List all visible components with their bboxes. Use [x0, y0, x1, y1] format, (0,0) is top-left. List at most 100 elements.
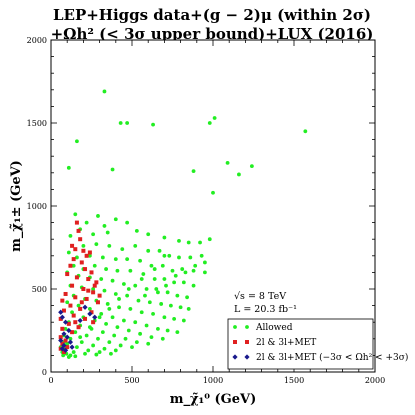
x-tick-label: 0	[48, 376, 53, 385]
allowed-point	[118, 343, 123, 348]
allowed-point	[146, 341, 151, 346]
chart-title-line1: LEP+Higgs data+(g − 2)μ (within 2σ)	[53, 6, 371, 24]
allowed-point	[193, 263, 198, 268]
allowed-point	[173, 273, 178, 278]
allowed-point	[125, 121, 130, 125]
allowed-point	[134, 229, 139, 233]
met-excluded-point	[70, 330, 75, 335]
met-excluded-point	[76, 325, 81, 330]
allowed-point	[73, 212, 78, 217]
met-excluded-point	[63, 338, 68, 343]
allowed-point	[71, 263, 76, 268]
allowed-point	[157, 248, 162, 253]
allowed-point	[237, 172, 241, 177]
legend-box	[227, 318, 374, 370]
allowed-point	[125, 220, 130, 225]
allowed-point	[136, 298, 141, 303]
allowed-point	[102, 288, 107, 293]
y-tick-label: 500	[32, 285, 47, 294]
allowed-point	[105, 302, 110, 306]
met-excluded-point	[71, 313, 76, 318]
allowed-point	[165, 328, 170, 333]
allowed-point	[151, 312, 155, 316]
met-excluded-point	[66, 321, 71, 326]
allowed-point	[104, 267, 108, 271]
met-excluded-point	[74, 220, 79, 225]
x-tick-label: 1500	[284, 376, 304, 385]
allowed-point	[102, 224, 107, 228]
allowed-point	[128, 268, 133, 273]
allowed-point	[186, 240, 191, 245]
allowed-point	[156, 290, 160, 295]
allowed-point	[75, 139, 79, 144]
allowed-point	[65, 300, 70, 305]
met-excluded-3sigma-point	[58, 309, 64, 315]
legend-marker	[233, 325, 237, 329]
allowed-point	[100, 330, 105, 335]
legend-marker	[233, 340, 237, 344]
allowed-point	[61, 353, 66, 358]
allowed-point	[68, 233, 73, 238]
allowed-point	[139, 310, 144, 315]
met-excluded-3sigma-point	[67, 339, 74, 345]
annotation-energy: √s = 8 TeV	[234, 291, 286, 302]
allowed-point	[102, 346, 107, 351]
allowed-point	[122, 282, 126, 286]
met-excluded-3sigma-point	[59, 314, 65, 320]
allowed-point	[183, 270, 188, 275]
allowed-point	[191, 169, 196, 174]
allowed-point	[165, 290, 170, 295]
met-excluded-3sigma-point	[61, 331, 67, 337]
allowed-point	[149, 335, 154, 340]
met-excluded-point	[60, 341, 65, 346]
allowed-point	[113, 292, 118, 296]
allowed-point	[92, 263, 97, 268]
allowed-point	[162, 315, 167, 320]
met-excluded-point	[89, 270, 94, 275]
met-excluded-point	[70, 283, 75, 288]
met-excluded-point	[58, 335, 63, 340]
met-excluded-3sigma-point	[64, 334, 70, 340]
allowed-point	[70, 310, 74, 315]
met-excluded-point	[61, 350, 66, 355]
y-tick-label: 1000	[27, 202, 47, 211]
allowed-point	[81, 243, 86, 248]
allowed-point	[91, 287, 96, 291]
allowed-point	[87, 253, 92, 258]
met-excluded-point	[63, 291, 68, 296]
met-excluded-point	[83, 316, 88, 321]
legend-label: Allowed	[255, 323, 293, 333]
allowed-point	[181, 280, 186, 285]
allowed-point	[97, 315, 102, 320]
allowed-point	[207, 121, 212, 125]
met-excluded-point	[58, 316, 63, 321]
x-axis-label: m_χ̃₁⁰ (GeV)	[170, 392, 256, 407]
allowed-point	[203, 260, 207, 265]
allowed-point	[87, 307, 92, 311]
allowed-point	[105, 230, 110, 235]
allowed-point	[94, 352, 99, 357]
allowed-point	[66, 250, 71, 255]
met-excluded-point	[79, 300, 84, 305]
allowed-point	[172, 280, 177, 285]
met-excluded-point	[89, 310, 94, 315]
allowed-point	[110, 167, 115, 172]
allowed-point	[73, 354, 78, 359]
allowed-point	[168, 303, 173, 308]
allowed-point	[149, 263, 154, 268]
allowed-point	[99, 312, 104, 316]
allowed-point	[159, 302, 164, 306]
allowed-point	[175, 330, 180, 335]
allowed-point	[66, 165, 71, 170]
allowed-point	[134, 340, 139, 345]
met-excluded-point	[84, 296, 89, 301]
allowed-point	[144, 323, 149, 328]
allowed-point	[115, 325, 120, 330]
allowed-point	[212, 116, 217, 120]
legend-marker	[245, 340, 249, 344]
allowed-point	[86, 348, 91, 353]
allowed-point	[154, 287, 159, 291]
allowed-point	[167, 253, 172, 258]
allowed-point	[94, 242, 99, 247]
allowed-point	[84, 220, 89, 225]
